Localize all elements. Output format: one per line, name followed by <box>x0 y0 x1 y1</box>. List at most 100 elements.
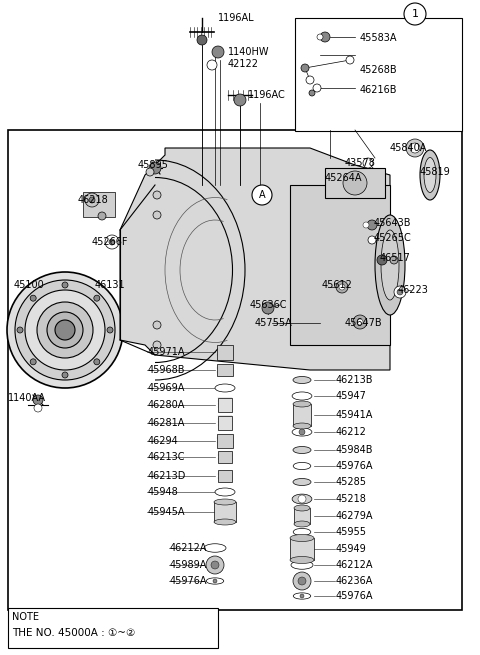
Ellipse shape <box>215 384 235 392</box>
Text: 45971A: 45971A <box>148 347 185 357</box>
Circle shape <box>7 272 123 388</box>
Bar <box>217 364 233 376</box>
Text: 46218: 46218 <box>78 195 109 205</box>
Circle shape <box>313 84 321 92</box>
Ellipse shape <box>293 529 311 536</box>
Text: 45265C: 45265C <box>374 233 412 243</box>
Text: NOTE: NOTE <box>12 612 39 622</box>
Ellipse shape <box>420 150 440 200</box>
Ellipse shape <box>215 488 235 496</box>
Ellipse shape <box>293 401 311 407</box>
Circle shape <box>298 495 306 503</box>
Text: 46131: 46131 <box>95 280 126 290</box>
Text: 45612: 45612 <box>322 280 353 290</box>
Ellipse shape <box>292 494 312 504</box>
Text: 45955: 45955 <box>336 527 367 537</box>
Circle shape <box>346 56 354 64</box>
Circle shape <box>34 404 42 412</box>
Bar <box>8 608 218 648</box>
Text: 46213D: 46213D <box>148 471 186 481</box>
Text: 1140HW: 1140HW <box>228 47 269 57</box>
Text: 45968B: 45968B <box>148 365 185 375</box>
Circle shape <box>390 256 398 264</box>
Circle shape <box>206 556 224 574</box>
Circle shape <box>85 193 99 207</box>
Ellipse shape <box>293 462 311 470</box>
Circle shape <box>149 162 161 174</box>
Text: 45948: 45948 <box>148 487 179 497</box>
Circle shape <box>213 579 217 583</box>
Circle shape <box>397 289 403 295</box>
Text: 45264A: 45264A <box>325 173 362 183</box>
Bar <box>325 168 385 198</box>
Text: 42122: 42122 <box>228 59 259 69</box>
Circle shape <box>25 290 105 370</box>
Text: 45285: 45285 <box>336 477 367 487</box>
Circle shape <box>336 281 348 293</box>
Text: 45583A: 45583A <box>360 33 397 43</box>
Circle shape <box>55 320 75 340</box>
Bar <box>83 192 115 217</box>
Bar <box>217 345 233 360</box>
Circle shape <box>30 359 36 365</box>
Text: 45945A: 45945A <box>148 507 185 517</box>
Circle shape <box>94 295 100 301</box>
Circle shape <box>107 327 113 333</box>
Text: 45947: 45947 <box>336 391 367 401</box>
Ellipse shape <box>291 561 313 569</box>
Text: 46212A: 46212A <box>336 560 373 570</box>
Circle shape <box>33 395 43 405</box>
Text: 1196AL: 1196AL <box>218 13 254 23</box>
Circle shape <box>153 341 161 349</box>
Circle shape <box>353 315 367 329</box>
Text: 45218: 45218 <box>336 494 367 504</box>
Text: 45976A: 45976A <box>336 591 373 601</box>
Circle shape <box>343 171 367 195</box>
Text: 46213C: 46213C <box>148 452 185 462</box>
Ellipse shape <box>214 519 236 525</box>
Text: 45941A: 45941A <box>336 410 373 420</box>
Text: 45636C: 45636C <box>250 300 288 310</box>
Bar <box>218 416 232 430</box>
Bar <box>293 404 311 426</box>
Text: 1140AA: 1140AA <box>8 393 46 403</box>
Text: 45976A: 45976A <box>170 576 207 586</box>
Text: 46281A: 46281A <box>148 418 185 428</box>
Ellipse shape <box>204 544 226 552</box>
Circle shape <box>153 211 161 219</box>
Circle shape <box>15 280 115 380</box>
Circle shape <box>306 76 314 84</box>
Text: 45643B: 45643B <box>374 218 411 228</box>
Circle shape <box>363 158 373 168</box>
Ellipse shape <box>290 534 314 542</box>
Circle shape <box>301 64 309 72</box>
Circle shape <box>406 139 424 157</box>
Text: 45647B: 45647B <box>345 318 383 328</box>
Text: 46236A: 46236A <box>336 576 373 586</box>
Text: 46212: 46212 <box>336 427 367 437</box>
Polygon shape <box>120 148 390 370</box>
Bar <box>214 502 236 522</box>
Circle shape <box>300 594 304 598</box>
Circle shape <box>105 235 119 249</box>
Text: 46517: 46517 <box>380 253 411 263</box>
Text: 45984B: 45984B <box>336 445 373 455</box>
Ellipse shape <box>375 215 405 315</box>
Text: 43578: 43578 <box>345 158 376 168</box>
Ellipse shape <box>293 479 311 485</box>
Circle shape <box>37 302 93 358</box>
Circle shape <box>299 429 305 435</box>
Circle shape <box>212 46 224 58</box>
Text: 46216B: 46216B <box>360 85 397 95</box>
Ellipse shape <box>294 505 310 511</box>
Text: 46213B: 46213B <box>336 375 373 385</box>
Circle shape <box>377 255 387 265</box>
Circle shape <box>211 561 219 569</box>
Text: THE NO. 45000A : ①~②: THE NO. 45000A : ①~② <box>12 628 135 638</box>
Ellipse shape <box>381 230 399 300</box>
Circle shape <box>62 282 68 288</box>
Circle shape <box>234 94 246 106</box>
Circle shape <box>410 143 420 153</box>
Bar <box>218 398 232 412</box>
Ellipse shape <box>294 521 310 527</box>
